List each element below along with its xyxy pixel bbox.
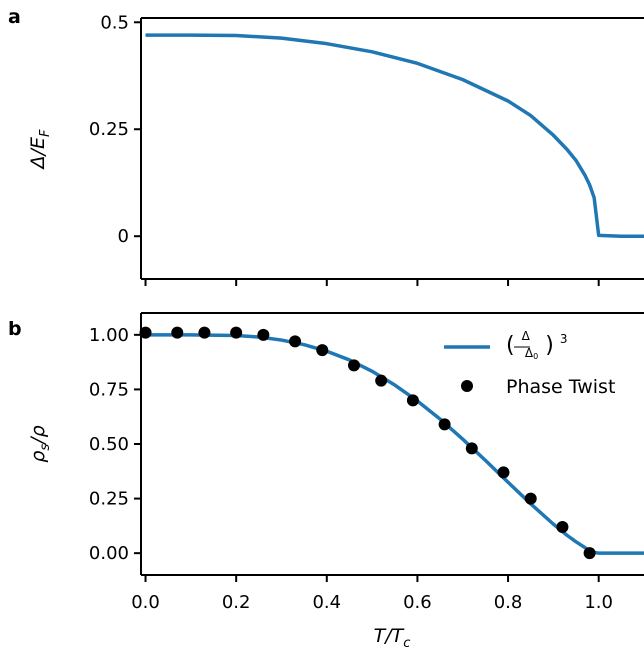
y-tick-label: 1.00 bbox=[89, 325, 129, 346]
scatter-point bbox=[583, 547, 596, 560]
scatter-point bbox=[406, 394, 419, 407]
panel-b: b 0.00 0.25 0.50 0.75 1.00 0.0 0.2 0.4 0.6 0.8 1.… bbox=[8, 312, 644, 651]
scatter-point bbox=[230, 326, 243, 339]
panel-b-label: b bbox=[8, 318, 22, 340]
x-tick-label: 0.8 bbox=[494, 592, 523, 613]
legend-scatter-label: Phase Twist bbox=[506, 376, 615, 398]
x-tick-label: 0.6 bbox=[403, 592, 432, 613]
panel-a-x-ticks bbox=[144, 279, 600, 286]
y-tick-label: 0.75 bbox=[89, 379, 129, 400]
panel-b-x-ticks: 0.0 0.2 0.4 0.6 0.8 1.0 bbox=[131, 575, 613, 613]
panel-b-plot-area bbox=[139, 326, 644, 560]
scatter-point bbox=[438, 418, 451, 431]
legend-scatter-swatch bbox=[461, 380, 473, 392]
x-tick-label: 0.0 bbox=[131, 592, 160, 613]
scatter-point bbox=[497, 466, 510, 479]
x-tick-label: 0.2 bbox=[222, 592, 251, 613]
scatter-point bbox=[465, 442, 478, 455]
y-tick-label: 0 bbox=[118, 226, 129, 247]
scatter-point bbox=[524, 492, 537, 505]
scatter-point bbox=[139, 326, 152, 339]
scatter-point bbox=[198, 326, 211, 339]
scatter-point bbox=[257, 328, 270, 341]
panel-a-plot-area bbox=[145, 33, 644, 238]
y-tick-label: 0.25 bbox=[89, 119, 129, 140]
scatter-point bbox=[556, 520, 569, 533]
panel-b-y-ticks: 0.00 0.25 0.50 0.75 1.00 bbox=[89, 325, 141, 564]
panel-a-label: a bbox=[8, 6, 21, 28]
legend-line-label: ( Δ Δ0 ) 3 bbox=[506, 323, 568, 364]
panel-a-y-axis-label: Δ/EF bbox=[27, 129, 53, 170]
panel-b-x-axis-label: T/Tc bbox=[374, 625, 411, 651]
scatter-point bbox=[171, 326, 184, 339]
scatter-point bbox=[289, 335, 302, 348]
panel-b-y-axis-label: ρs/ρ bbox=[27, 425, 53, 462]
series-line bbox=[145, 33, 644, 238]
scatter-point bbox=[316, 344, 329, 357]
series-line bbox=[145, 333, 644, 555]
panel-a: a 0 0.25 0.5 Δ/EF bbox=[8, 6, 644, 286]
y-tick-label: 0.00 bbox=[89, 543, 129, 564]
x-tick-label: 1.0 bbox=[584, 592, 613, 613]
panel-a-y-ticks: 0 0.25 0.5 bbox=[89, 12, 141, 247]
x-tick-label: 0.4 bbox=[312, 592, 341, 613]
y-tick-label: 0.5 bbox=[100, 12, 129, 33]
legend: ( Δ Δ0 ) 3 Phase Twist bbox=[444, 323, 615, 398]
y-tick-label: 0.50 bbox=[89, 434, 129, 455]
scatter-point bbox=[375, 374, 388, 387]
scatter-point bbox=[347, 359, 360, 372]
y-tick-label: 0.25 bbox=[89, 489, 129, 510]
